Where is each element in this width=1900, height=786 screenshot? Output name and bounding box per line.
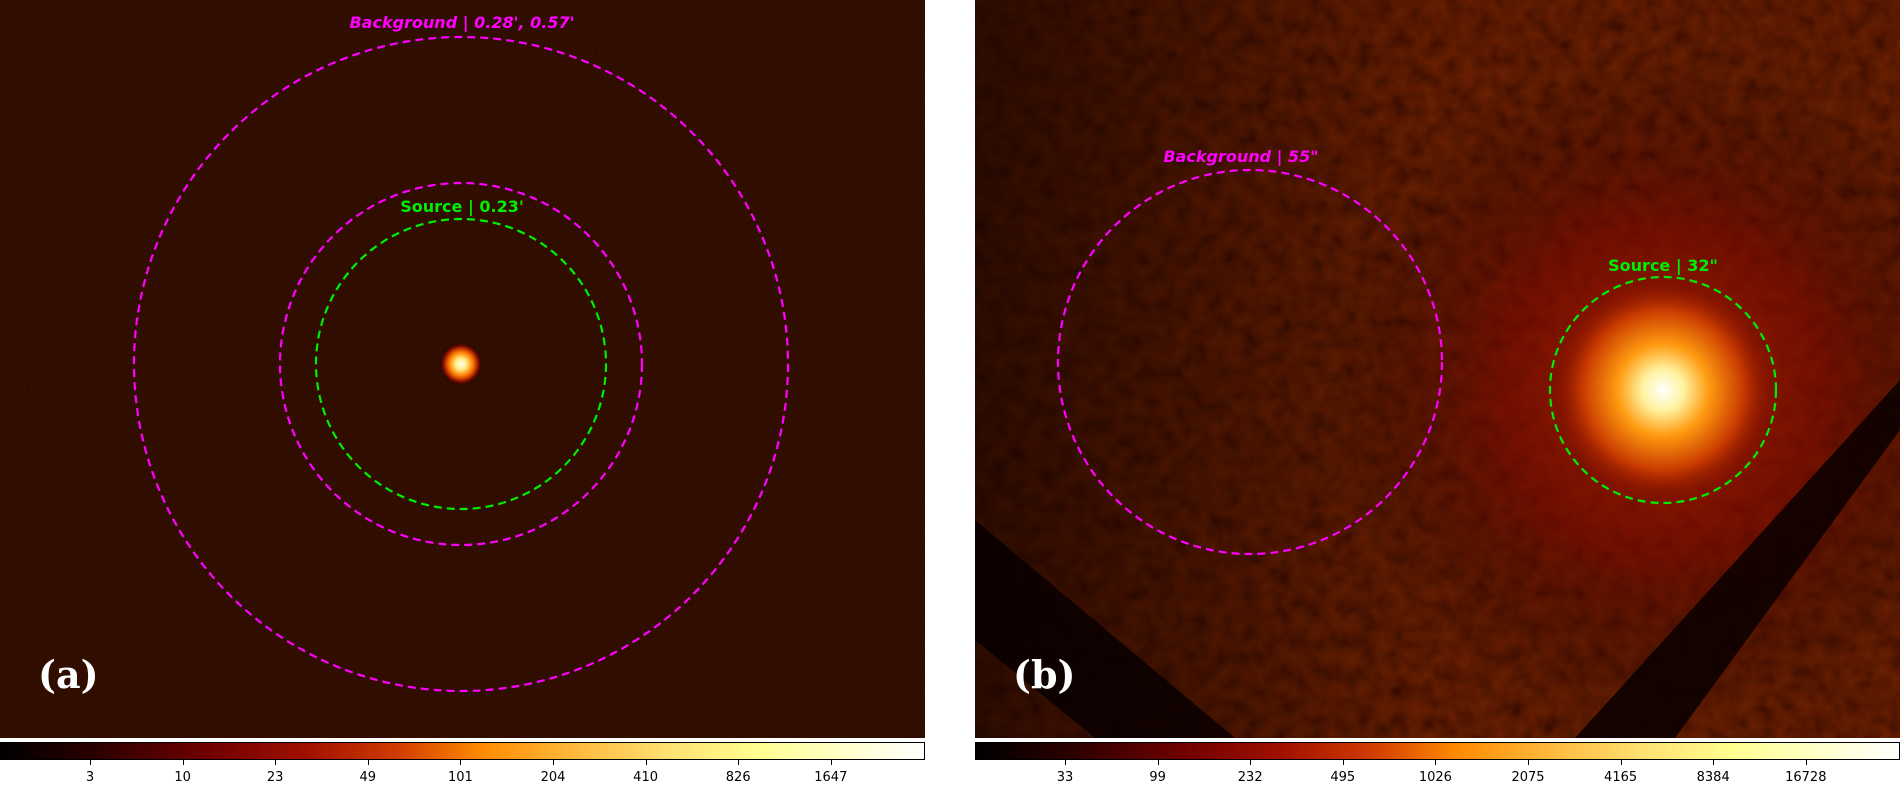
colorbar-tick [1713, 760, 1715, 765]
colorbar-tick [1435, 760, 1437, 765]
colorbar-tick [738, 760, 740, 765]
colorbar-tick [367, 760, 369, 765]
colorbar-tick [1342, 760, 1344, 765]
colorbar-tick-label: 33 [1056, 770, 1074, 785]
panel-letter: (a) [38, 652, 99, 697]
colorbar-tick-label: 3 [85, 770, 95, 785]
background-inner-circle [278, 181, 644, 547]
colorbar-tick-label: 4165 [1604, 770, 1638, 785]
background-circle [1056, 168, 1444, 556]
colorbar-tick [275, 760, 277, 765]
detector-gap-left [975, 520, 1235, 738]
image-panel-a: Background | 0.28', 0.57' Source | 0.23'… [0, 0, 925, 738]
colorbar-tick-label: 49 [359, 770, 377, 785]
colorbar-tick [90, 760, 91, 765]
colorbar-tick-label: 99 [1149, 770, 1166, 785]
source-label: Source | 32" [1608, 256, 1718, 275]
background-label: Background | 0.28', 0.57' [349, 13, 575, 32]
colorbar-tick [1250, 760, 1252, 765]
colorbar-tick [645, 760, 647, 765]
colorbar-b [975, 742, 1900, 760]
colorbar-tick-label: 495 [1330, 770, 1356, 785]
colorbar-tick [182, 760, 184, 765]
colorbar-tick-label: 10 [174, 770, 191, 785]
panel-b-canvas [975, 0, 1900, 738]
background-outer-circle [132, 35, 790, 693]
colorbar-tick [1065, 760, 1066, 765]
colorbar-tick [1157, 760, 1159, 765]
colorbar-tick-label: 1647 [814, 770, 848, 785]
source-circle [1548, 275, 1778, 505]
panel-letter: (b) [1013, 652, 1076, 697]
colorbar-tick [1528, 760, 1529, 765]
colorbar-tick-label: 2075 [1511, 770, 1545, 785]
source-circle [314, 217, 608, 511]
colorbar-tick [553, 760, 554, 765]
colorbar-tick [1620, 760, 1622, 765]
colorbar-tick-label: 16728 [1785, 770, 1827, 785]
background-label: Background | 55" [1163, 147, 1319, 166]
colorbar-tick [1805, 760, 1807, 765]
panel-a-canvas [0, 0, 925, 738]
colorbar-tick-label: 826 [725, 770, 751, 785]
point-source [1548, 275, 1778, 505]
colorbar-tick-label: 101 [447, 770, 473, 785]
point-source [439, 342, 483, 386]
detector-gap-right [1575, 380, 1900, 738]
image-panel-b: Background | 55" Source | 32" (b) [975, 0, 1900, 738]
colorbar-a [0, 742, 925, 760]
colorbar-tick-label: 23 [266, 770, 284, 785]
colorbar-tick-label: 204 [540, 770, 566, 785]
colorbar-tick [460, 760, 462, 765]
colorbar-tick-label: 1026 [1418, 770, 1452, 785]
colorbar-tick-label: 232 [1237, 770, 1263, 785]
colorbar-tick [830, 760, 832, 765]
source-label: Source | 0.23' [400, 197, 524, 216]
colorbar-tick-label: 8384 [1696, 770, 1730, 785]
colorbar-tick-label: 410 [633, 770, 659, 785]
